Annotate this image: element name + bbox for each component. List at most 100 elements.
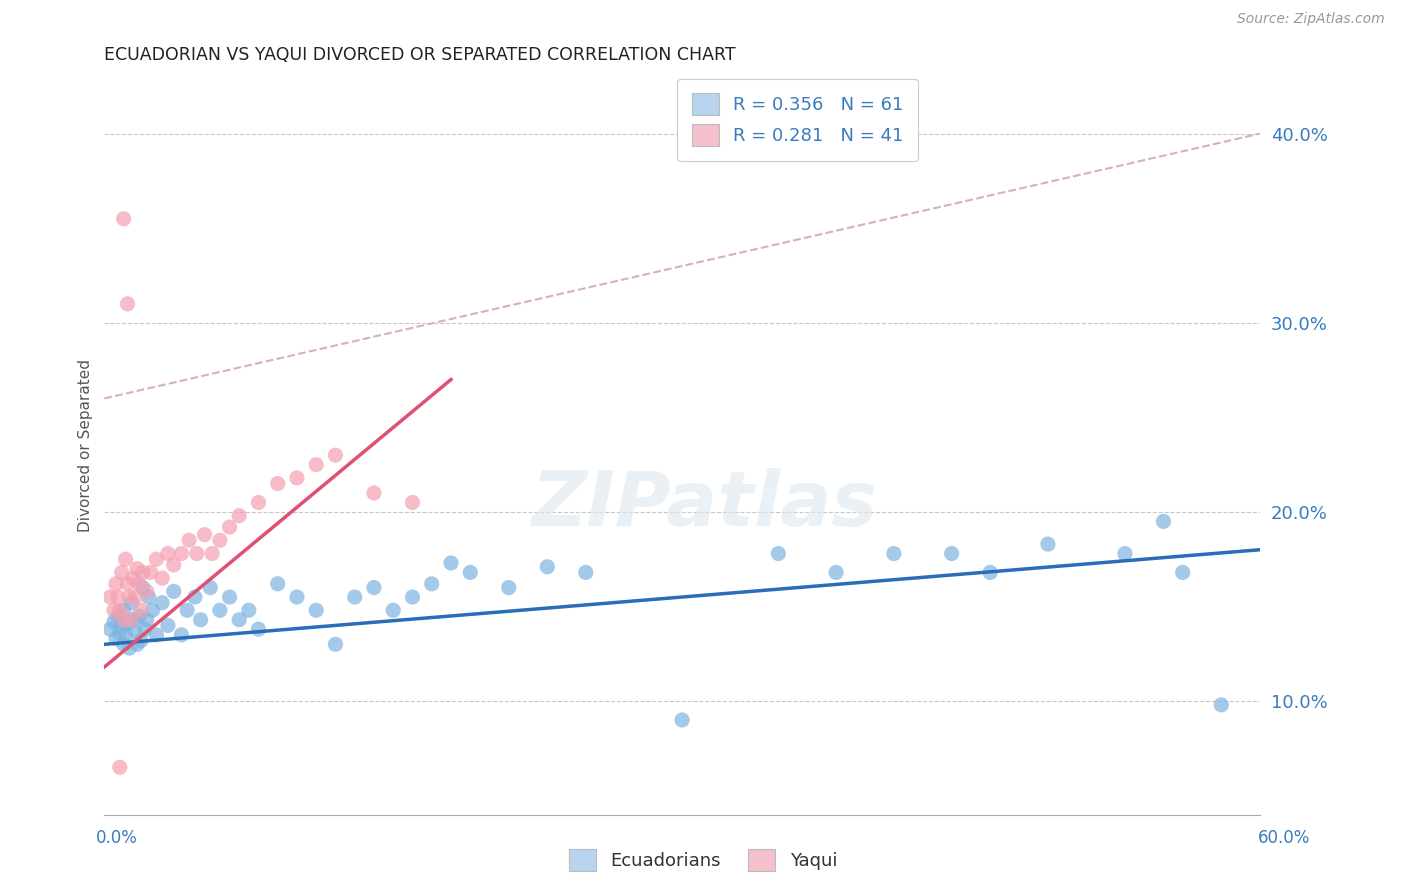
Point [238, 603, 260, 617]
Point [768, 547, 790, 561]
Point [193, 527, 215, 541]
Point [671, 713, 693, 727]
Point [132, 581, 155, 595]
Point [129, 633, 152, 648]
Point [163, 558, 186, 572]
Point [120, 613, 142, 627]
Point [200, 581, 222, 595]
Point [285, 471, 308, 485]
Point [498, 581, 520, 595]
Point [108, 760, 131, 774]
Point [170, 628, 193, 642]
Point [139, 566, 162, 580]
Point [135, 613, 157, 627]
Point [132, 566, 155, 580]
Text: 0.0%: 0.0% [96, 829, 138, 847]
Legend: Ecuadorians, Yaqui: Ecuadorians, Yaqui [562, 842, 844, 879]
Point [325, 637, 347, 651]
Point [111, 566, 134, 580]
Point [247, 622, 270, 636]
Point [420, 576, 443, 591]
Point [112, 211, 135, 226]
Point [218, 590, 240, 604]
Point [440, 556, 463, 570]
Point [98, 590, 121, 604]
Point [156, 547, 179, 561]
Point [118, 590, 141, 604]
Point [129, 603, 152, 617]
Point [825, 566, 848, 580]
Point [176, 603, 198, 617]
Point [170, 547, 193, 561]
Point [108, 603, 131, 617]
Point [114, 628, 136, 642]
Point [401, 495, 423, 509]
Point [118, 641, 141, 656]
Point [107, 609, 129, 624]
Point [134, 622, 156, 636]
Point [103, 615, 125, 629]
Point [1211, 698, 1233, 712]
Point [179, 533, 201, 548]
Point [941, 547, 963, 561]
Point [979, 566, 1001, 580]
Point [305, 458, 328, 472]
Point [127, 562, 149, 576]
Point [104, 632, 127, 646]
Y-axis label: Divorced or Separated: Divorced or Separated [79, 359, 93, 533]
Point [201, 547, 224, 561]
Point [325, 448, 347, 462]
Point [190, 613, 212, 627]
Point [124, 590, 146, 604]
Point [285, 590, 308, 604]
Point [218, 520, 240, 534]
Point [1171, 566, 1194, 580]
Point [1036, 537, 1059, 551]
Point [108, 626, 131, 640]
Point [120, 596, 142, 610]
Point [208, 533, 231, 548]
Point [122, 613, 145, 627]
Point [128, 609, 150, 624]
Point [122, 571, 145, 585]
Point [98, 622, 121, 636]
Point [1114, 547, 1136, 561]
Point [145, 552, 167, 566]
Point [184, 590, 207, 604]
Point [104, 576, 127, 591]
Text: Source: ZipAtlas.com: Source: ZipAtlas.com [1237, 12, 1385, 26]
Point [103, 603, 125, 617]
Point [111, 618, 134, 632]
Point [1152, 515, 1174, 529]
Point [141, 603, 163, 617]
Point [228, 508, 250, 523]
Point [343, 590, 366, 604]
Text: 60.0%: 60.0% [1258, 829, 1310, 847]
Point [114, 552, 136, 566]
Point [163, 584, 186, 599]
Point [127, 637, 149, 651]
Point [267, 476, 290, 491]
Point [458, 566, 481, 580]
Point [124, 624, 146, 638]
Text: ECUADORIAN VS YAQUI DIVORCED OR SEPARATED CORRELATION CHART: ECUADORIAN VS YAQUI DIVORCED OR SEPARATE… [104, 46, 735, 64]
Point [247, 495, 270, 509]
Point [883, 547, 905, 561]
Point [363, 581, 385, 595]
Text: ZIPatlas: ZIPatlas [531, 467, 879, 541]
Point [128, 576, 150, 591]
Point [138, 590, 160, 604]
Point [208, 603, 231, 617]
Point [107, 590, 129, 604]
Point [228, 613, 250, 627]
Point [150, 596, 173, 610]
Point [150, 571, 173, 585]
Point [575, 566, 598, 580]
Point [117, 297, 139, 311]
Point [112, 637, 135, 651]
Point [363, 486, 385, 500]
Point [536, 559, 558, 574]
Point [135, 584, 157, 599]
Point [401, 590, 423, 604]
Legend: R = 0.356   N = 61, R = 0.281   N = 41: R = 0.356 N = 61, R = 0.281 N = 41 [678, 78, 918, 161]
